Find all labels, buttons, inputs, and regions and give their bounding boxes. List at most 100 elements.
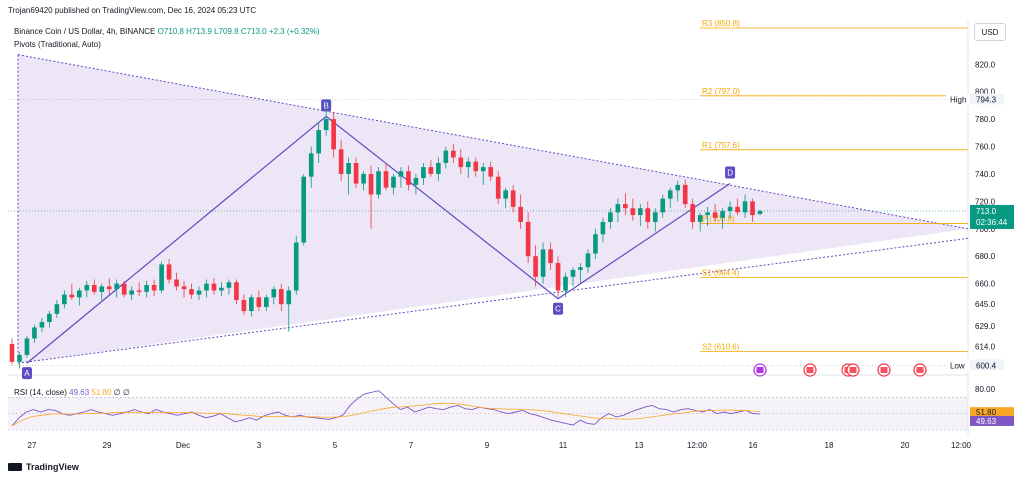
- high-label-bg: [946, 93, 976, 105]
- candle-body: [548, 249, 553, 264]
- candle-body: [286, 290, 292, 305]
- low-badge: [970, 359, 1004, 371]
- price-tick: 820.0: [975, 60, 996, 69]
- current-price: 713.0: [976, 207, 997, 216]
- rsi-ma-badge-text: 51.80: [976, 408, 997, 417]
- candle-body: [705, 212, 710, 216]
- time-tick: 29: [103, 441, 112, 450]
- point-marker-d: [725, 166, 736, 179]
- candle-body: [99, 286, 105, 292]
- candle-body: [174, 279, 179, 287]
- pivot-label: S1 (664.4): [702, 269, 740, 278]
- triangle-fill: [18, 54, 968, 364]
- candle-body: [361, 173, 366, 184]
- candle-body: [555, 263, 561, 291]
- candle-body: [615, 204, 621, 213]
- tradingview-brand[interactable]: TradingView: [8, 462, 79, 472]
- candle-body: [443, 150, 449, 163]
- candle-body: [757, 210, 763, 214]
- candle-body: [436, 162, 441, 174]
- candle-body: [585, 253, 591, 268]
- time-tick: 12:00: [951, 441, 972, 450]
- price-tick: 660.0: [975, 280, 996, 289]
- symbol-name: Binance Coin / US Dollar, 4h, BINANCE: [14, 27, 156, 36]
- time-tick: 20: [901, 441, 910, 450]
- candle-body: [473, 161, 479, 172]
- candle-body: [323, 119, 329, 131]
- time-tick: 18: [825, 441, 834, 450]
- high-label: High: [950, 96, 966, 105]
- candle-body: [32, 327, 37, 339]
- indicator-label[interactable]: Pivots (Traditional, Auto): [14, 40, 101, 49]
- candle-body: [278, 289, 284, 305]
- price-axis[interactable]: 820.0 800.0 780.0 760.0 740.0 720.0 700.0 680.0…: [946, 60, 1014, 371]
- pivot-label: P (703.8): [702, 215, 735, 224]
- candle-body: [421, 167, 426, 179]
- time-tick: 27: [28, 441, 37, 450]
- pivot-lines: R3 (850.8) R2 (797.0) R1 (757.6) P (703.8) S…: [700, 19, 968, 352]
- candle-body: [458, 157, 464, 168]
- candle-body: [712, 212, 718, 218]
- time-axis[interactable]: 27 29 Dec 3 5 7 9 11 13 12:00 16 18 20 12:00: [28, 441, 972, 450]
- rsi-label: RSI (14, close): [14, 388, 67, 397]
- pivot-label: R1 (757.6): [702, 141, 740, 150]
- candle-body: [106, 286, 112, 290]
- event-icon-inner: [880, 367, 888, 373]
- abcd-path: [26, 115, 731, 364]
- price-tick: 740.0: [975, 170, 996, 179]
- high-value: 794.3: [976, 96, 997, 105]
- candle-body: [480, 167, 486, 172]
- countdown: 02:36:44: [976, 218, 1008, 227]
- candle-body: [742, 201, 748, 213]
- upper-trendline: [17, 54, 969, 230]
- candle-body: [720, 210, 725, 218]
- candle-body: [503, 190, 508, 199]
- point-marker-a: [21, 367, 32, 380]
- rsi-legend[interactable]: RSI (14, close) 49.63 51.80 ∅ ∅: [14, 388, 130, 397]
- candle-body: [510, 190, 516, 207]
- candle-body: [652, 212, 658, 222]
- price-tick: 800.0: [975, 88, 996, 97]
- candle-body: [331, 119, 336, 150]
- candle-body: [690, 204, 695, 222]
- point-label-d: D: [727, 169, 733, 178]
- price-tick: 700.0: [975, 225, 996, 234]
- candle-body: [398, 171, 404, 177]
- candle-body: [24, 338, 30, 355]
- rsi-ma-value: 51.80: [91, 388, 112, 397]
- event-icons: [753, 363, 927, 377]
- point-label-c: C: [555, 305, 561, 314]
- candle-body: [301, 176, 307, 243]
- candle-body: [166, 264, 172, 280]
- candle-body: [525, 221, 531, 257]
- price-tick: 645.0: [975, 300, 996, 309]
- candle-body: [204, 283, 209, 291]
- candle-body: [608, 212, 613, 222]
- time-tick: 11: [559, 441, 568, 450]
- candle-body: [264, 297, 269, 307]
- time-tick: 12:00: [687, 441, 708, 450]
- candle-body: [353, 162, 359, 184]
- candle-body: [144, 285, 149, 292]
- candle-body: [226, 282, 232, 288]
- pivot-label: R2 (797.0): [702, 87, 740, 96]
- high-badge: [970, 93, 1004, 105]
- candle-body: [630, 208, 636, 216]
- price-tick: 780.0: [975, 115, 996, 124]
- rsi-badge-text: 49.63: [976, 417, 997, 426]
- candle-body: [219, 287, 224, 291]
- candle-body: [17, 354, 22, 362]
- low-label-bg: [946, 359, 972, 371]
- currency-button[interactable]: USD: [974, 23, 1006, 41]
- time-tick: 13: [635, 441, 644, 450]
- time-tick: 9: [485, 441, 490, 450]
- candle-body: [667, 190, 673, 199]
- candle-body: [189, 289, 194, 295]
- candle-body: [413, 178, 419, 185]
- candle-body: [241, 300, 247, 312]
- ohlc-values: O710.8 H713.9 L709.8 C713.0 +2.3 (+0.32%…: [157, 27, 320, 36]
- time-tick: Dec: [176, 441, 190, 450]
- candle-body: [114, 283, 120, 290]
